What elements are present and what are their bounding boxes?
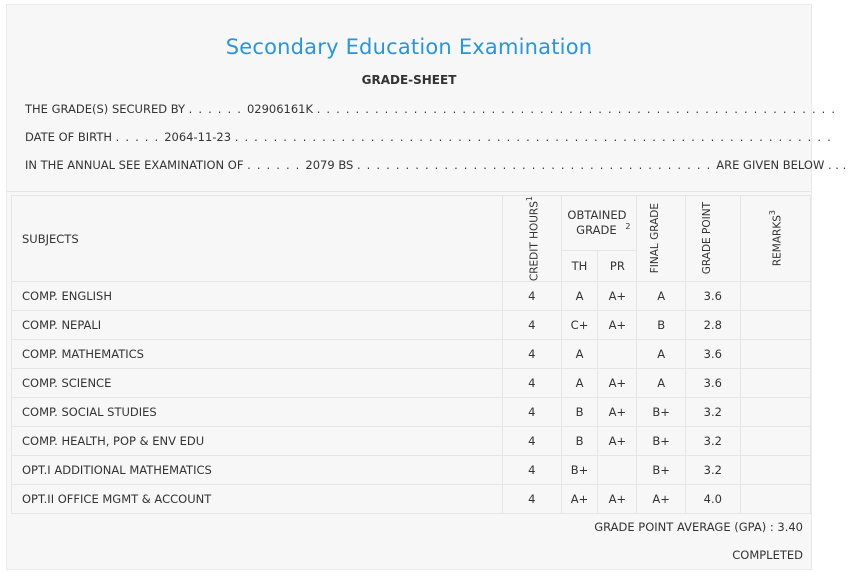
grade-point-cell: 3.6 <box>685 368 741 399</box>
th-header: TH <box>560 250 599 283</box>
final-grade-cell: B+ <box>636 426 686 457</box>
theory-grade-cell: B+ <box>560 455 599 486</box>
theory-grade-cell: A+ <box>560 484 599 515</box>
grade-point-cell: 3.2 <box>685 455 741 486</box>
subjects-header: SUBJECTS <box>10 194 504 283</box>
pr-header: PR <box>597 250 638 283</box>
given-below-text: ARE GIVEN BELOW . . . <box>716 158 847 172</box>
dob-label: DATE OF BIRTH <box>25 130 113 144</box>
exam-line: IN THE ANNUAL SEE EXAMINATION OF . . . .… <box>25 158 847 172</box>
secured-by-label: THE GRADE(S) SECURED BY <box>25 102 186 116</box>
table-row: COMP. ENGLISH 4 A A+ A 3.6 <box>10 281 812 312</box>
theory-grade-cell: A <box>560 339 599 370</box>
obtained-grade-header: OBTAINED GRADE 2 <box>560 194 638 252</box>
credit-hours-header: CREDIT HOURS1 <box>502 194 562 283</box>
table-row: COMP. SOCIAL STUDIES 4 B A+ B+ 3.2 <box>10 397 812 428</box>
credit-hours-cell: 4 <box>502 455 562 486</box>
remarks-cell <box>739 397 812 428</box>
theory-grade-cell: A <box>560 368 599 399</box>
dob-line: DATE OF BIRTH . . . . . 2064-11-23 . . .… <box>25 130 832 144</box>
subject-cell: OPT.I ADDITIONAL MATHEMATICS <box>10 455 504 486</box>
subject-cell: COMP. ENGLISH <box>10 281 504 312</box>
remarks-cell <box>739 339 812 370</box>
practical-grade-cell: A+ <box>597 397 638 428</box>
remarks-cell <box>739 368 812 399</box>
table-row: OPT.I ADDITIONAL MATHEMATICS 4 B+ B+ 3.2 <box>10 455 812 486</box>
grade-point-cell: 3.6 <box>685 281 741 312</box>
final-grade-header: FINAL GRADE <box>636 194 686 283</box>
final-grade-cell: A <box>636 281 686 312</box>
practical-grade-cell: A+ <box>597 426 638 457</box>
grade-point-cell: 3.2 <box>685 397 741 428</box>
grade-sheet-heading: GRADE-SHEET <box>361 73 457 87</box>
table-row: OPT.II OFFICE MGMT & ACCOUNT 4 A+ A+ A+ 4.0 <box>10 484 812 515</box>
completion-status: COMPLETED <box>732 548 803 562</box>
remarks-cell <box>739 281 812 312</box>
final-grade-cell: A <box>636 339 686 370</box>
final-grade-cell: B+ <box>636 455 686 486</box>
remarks-cell <box>739 426 812 457</box>
grade-point-header: GRADE POINT <box>685 194 741 283</box>
grade-point-cell: 2.8 <box>685 310 741 341</box>
credit-hours-cell: 4 <box>502 426 562 457</box>
credit-hours-cell: 4 <box>502 484 562 515</box>
secured-by-line: THE GRADE(S) SECURED BY . . . . . . 0290… <box>25 102 837 116</box>
table-row: COMP. NEPALI 4 C+ A+ B 2.8 <box>10 310 812 341</box>
subject-cell: COMP. HEALTH, POP & ENV EDU <box>10 426 504 457</box>
subject-cell: OPT.II OFFICE MGMT & ACCOUNT <box>10 484 504 515</box>
grade-sheet: Secondary Education Examination GRADE-SH… <box>6 4 846 570</box>
practical-grade-cell: A+ <box>597 368 638 399</box>
practical-grade-cell <box>597 455 638 486</box>
exam-label: IN THE ANNUAL SEE EXAMINATION OF <box>25 158 244 172</box>
practical-grade-cell: A+ <box>597 484 638 515</box>
remarks-cell <box>739 310 812 341</box>
grade-point-cell: 4.0 <box>685 484 741 515</box>
final-grade-cell: B+ <box>636 397 686 428</box>
theory-grade-cell: B <box>560 397 599 428</box>
dob-value: 2064-11-23 <box>164 130 232 144</box>
subject-cell: COMP. NEPALI <box>10 310 504 341</box>
credit-hours-cell: 4 <box>502 339 562 370</box>
final-grade-cell: B <box>636 310 686 341</box>
table-row: COMP. HEALTH, POP & ENV EDU 4 B A+ B+ 3.2 <box>10 426 812 457</box>
gpa-text: GRADE POINT AVERAGE (GPA) : 3.40 <box>594 520 803 534</box>
subject-cell: COMP. MATHEMATICS <box>10 339 504 370</box>
remarks-cell <box>739 484 812 515</box>
subject-cell: COMP. SOCIAL STUDIES <box>10 397 504 428</box>
remarks-header: REMARKS3 <box>739 194 812 283</box>
subject-cell: COMP. SCIENCE <box>10 368 504 399</box>
practical-grade-cell: A+ <box>597 310 638 341</box>
table-row: COMP. MATHEMATICS 4 A A 3.6 <box>10 339 812 370</box>
divider <box>7 191 811 192</box>
exam-title: Secondary Education Examination <box>225 35 593 59</box>
final-grade-cell: A <box>636 368 686 399</box>
grade-point-cell: 3.6 <box>685 339 741 370</box>
practical-grade-cell <box>597 339 638 370</box>
table-row: COMP. SCIENCE 4 A A+ A 3.6 <box>10 368 812 399</box>
final-grade-cell: A+ <box>636 484 686 515</box>
symbol-number: 02906161K <box>246 102 314 116</box>
theory-grade-cell: C+ <box>560 310 599 341</box>
credit-hours-cell: 4 <box>502 368 562 399</box>
credit-hours-cell: 4 <box>502 310 562 341</box>
remarks-cell <box>739 455 812 486</box>
grades-table: SUBJECTS CREDIT HOURS1 OBTAINED GRADE 2 F… <box>10 194 812 515</box>
credit-hours-cell: 4 <box>502 397 562 428</box>
theory-grade-cell: A <box>560 281 599 312</box>
exam-year: 2079 BS <box>305 158 354 172</box>
theory-grade-cell: B <box>560 426 599 457</box>
practical-grade-cell: A+ <box>597 281 638 312</box>
grade-point-cell: 3.2 <box>685 426 741 457</box>
credit-hours-cell: 4 <box>502 281 562 312</box>
